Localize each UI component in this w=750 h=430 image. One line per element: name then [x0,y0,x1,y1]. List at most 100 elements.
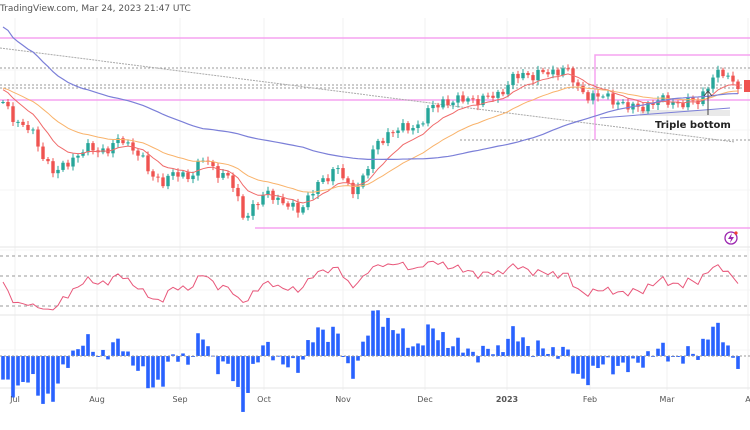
candle [316,181,320,194]
candle [476,99,480,106]
hist-bar [131,356,135,366]
hist-bar [516,341,520,356]
candle [486,95,490,97]
hist-bar [281,356,285,365]
candle [171,172,175,176]
hist-bar [266,341,270,356]
hist-bar [261,345,265,356]
hist-bar [146,356,150,389]
candle [246,215,250,218]
hist-bar [196,333,200,356]
hist-bar [631,356,635,359]
candle [411,128,415,131]
hist-bar [726,345,730,356]
hist-bar [416,343,420,356]
x-tick-label: A [745,395,750,404]
candle [6,102,10,107]
candle [46,159,50,162]
hist-bar [406,347,410,356]
candle [31,129,35,131]
hist-bar [376,310,380,356]
hist-bar [586,356,590,386]
candle [676,102,680,104]
hist-bar [291,356,295,359]
candle [76,155,80,158]
candle [11,106,15,122]
hist-bar [16,356,20,386]
candle [441,99,445,108]
candle [66,162,70,167]
hist-bar [531,356,535,358]
hist-bar [36,356,40,396]
hist-bar [506,338,510,356]
candle [21,121,25,125]
candle [516,73,520,79]
price-label [744,80,750,92]
candle [231,175,235,188]
icon-dot [734,231,738,235]
hist-bar [326,341,330,356]
hist-bar [611,356,615,375]
candle [621,102,625,104]
candle [456,95,460,103]
candle [701,91,705,105]
candle [196,160,200,176]
candle [296,202,300,213]
ma-long-line [2,26,739,160]
candle [346,178,350,183]
hist-bar [21,356,25,382]
hist-bar [716,322,720,356]
hist-bar [616,356,620,366]
hist-bar [296,356,300,373]
hist-bar [356,356,360,361]
momentum-histogram [1,310,740,412]
hist-bar [566,349,570,356]
hist-bar [481,345,485,356]
hist-bar [306,340,310,356]
x-tick-label: Sep [172,395,187,404]
trendline [0,47,736,143]
hist-bar [56,356,60,384]
hist-bar [336,333,340,356]
x-tick-label: Mar [659,395,675,404]
hist-bar [536,340,540,356]
candle [601,96,605,98]
candle [576,82,580,86]
candle [416,124,420,129]
candle [446,99,450,106]
hist-bar [601,356,605,365]
candle [626,102,630,110]
hist-bar [411,346,415,356]
hist-bar [656,348,660,356]
hist-bar [41,356,45,404]
hist-bar [216,356,220,375]
candle [41,146,45,160]
lightning-icon[interactable] [724,231,738,245]
hist-bar [476,356,480,363]
candle [536,69,540,81]
candle [556,69,560,76]
high-box [594,54,750,140]
candle [481,95,485,106]
hist-bar [111,342,115,356]
candle [216,166,220,178]
candle [406,123,410,131]
hist-bar [381,326,385,356]
hist-bar [331,326,335,356]
hist-bar [341,356,345,357]
candle [391,132,395,134]
hist-bar [646,351,650,356]
watermark: TradingView.com, Mar 24, 2023 21:47 UTC [0,4,191,14]
candle [511,73,515,86]
hist-bar [186,356,190,365]
hist-bar [666,356,670,362]
candle [461,95,465,102]
candle [451,102,455,106]
hist-bar [426,324,430,356]
hist-bar [46,356,50,394]
candle [641,106,645,112]
candle [426,108,430,124]
x-tick-label: Aug [89,395,105,404]
candle [431,104,435,109]
